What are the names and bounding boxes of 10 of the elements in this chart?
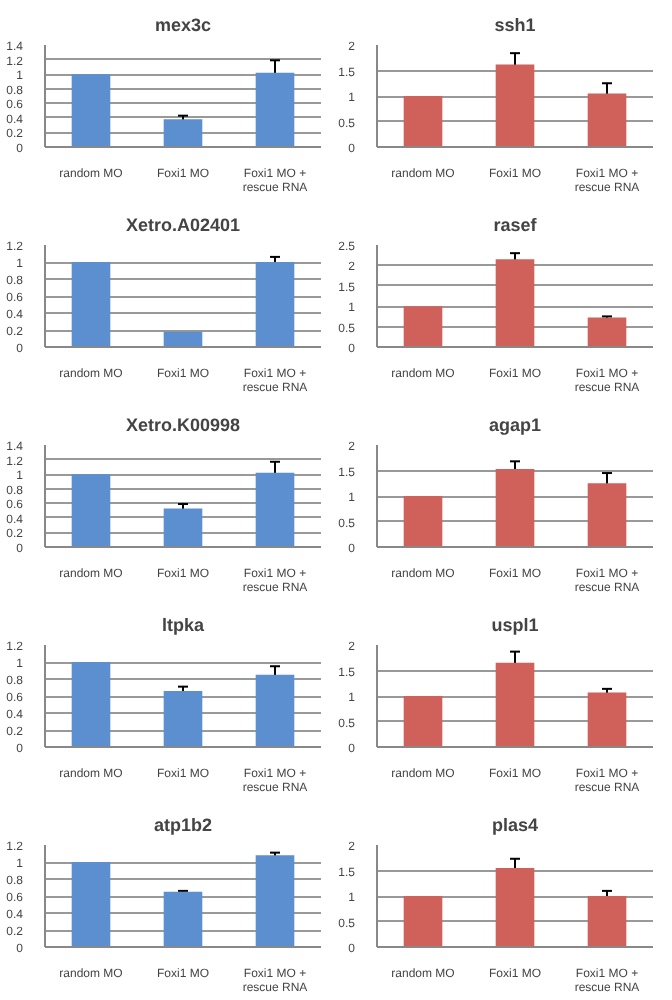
chart-title: uspl1 [491,615,539,635]
chart-title: Xetro.K00998 [125,415,241,435]
chart-title: rasef [493,215,539,235]
chart-title: atp1b2 [153,815,213,835]
chart-title: Xetro.A02401 [125,215,241,235]
chart-title: mex3c [154,15,212,35]
chart-title: agap1 [488,415,542,435]
chart-title: plas4 [491,815,539,835]
chart-title: ltpka [161,615,206,635]
chart-title: ssh1 [494,15,536,35]
